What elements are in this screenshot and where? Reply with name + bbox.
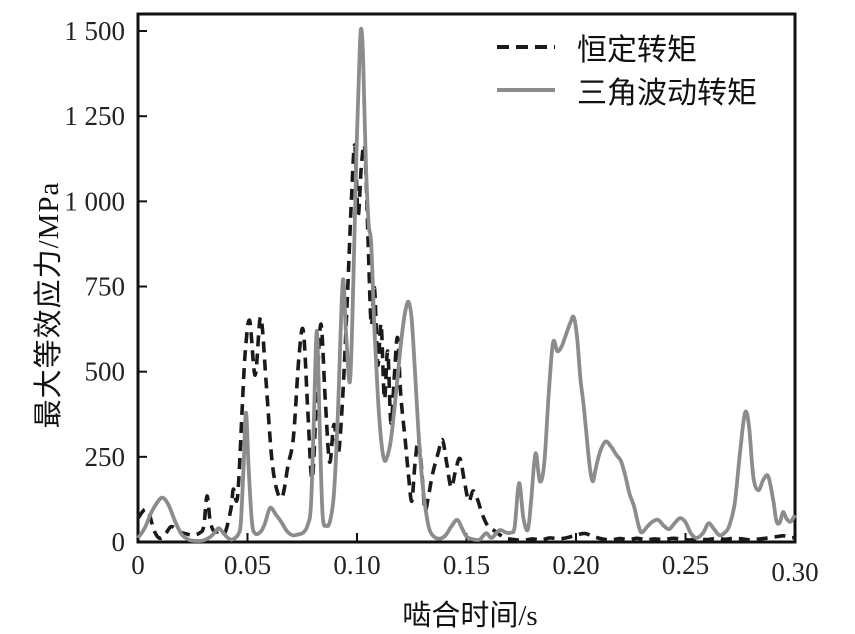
y-tick-label: 1 000 xyxy=(64,186,125,216)
legend-label-constant-torque: 恒定转矩 xyxy=(577,34,697,67)
y-tick-label: 500 xyxy=(85,357,126,387)
x-tick-label: 0.30 xyxy=(771,557,818,587)
dashed-line-sample xyxy=(497,45,555,49)
legend-item-constant-torque: 恒定转矩 xyxy=(497,30,757,67)
series-triangular-torque-line xyxy=(136,26,797,543)
x-tick-label: 0.20 xyxy=(552,550,599,580)
y-tick-label: 1 500 xyxy=(64,16,125,46)
legend: 恒定转矩 三角波动转矩 xyxy=(497,30,757,110)
y-tick-label: 1 250 xyxy=(64,101,125,131)
legend-label-triangular-torque: 三角波动转矩 xyxy=(577,77,757,110)
y-tick-label: 0 xyxy=(112,527,126,557)
y-axis-title: 最大等效应力/MPa xyxy=(33,181,65,429)
solid-line-sample xyxy=(497,88,555,92)
x-tick-label: 0.15 xyxy=(443,550,490,580)
x-tick-label: 0.25 xyxy=(662,550,709,580)
x-tick-label: 0 xyxy=(131,550,145,580)
x-tick-label: 0.10 xyxy=(333,550,380,580)
y-tick-label: 750 xyxy=(85,272,126,302)
x-axis-title: 啮合时间/s xyxy=(402,600,538,632)
x-tick-label: 0.05 xyxy=(224,550,271,580)
legend-item-triangular-torque: 三角波动转矩 xyxy=(497,73,757,110)
series-constant-torque-line xyxy=(136,142,796,543)
y-tick-label: 250 xyxy=(85,442,126,472)
